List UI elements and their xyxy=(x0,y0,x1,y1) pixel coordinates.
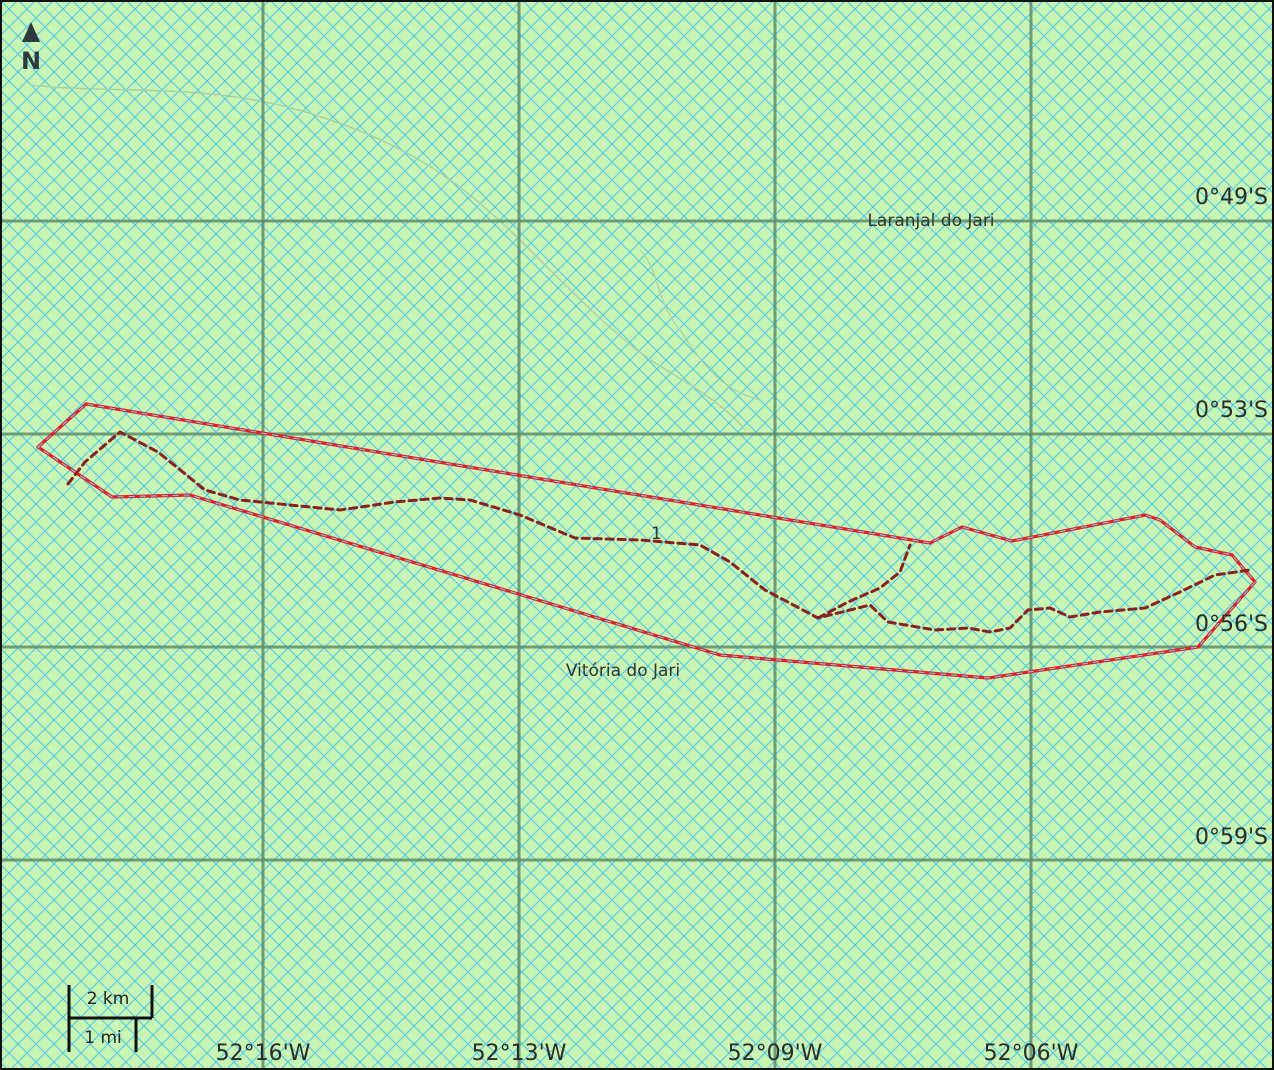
scale-bar: 2 km 1 mi xyxy=(67,985,154,1052)
road-trace xyxy=(639,249,761,401)
river-trace xyxy=(29,84,746,431)
scale-bar-imperial-label: 1 mi xyxy=(84,1028,122,1048)
boundary-inner-highlight xyxy=(37,403,1256,679)
latitude-label-1: 0°49'S xyxy=(1195,185,1268,210)
inner-path-label: 1 xyxy=(651,524,662,544)
longitude-label-1: 52°16'W xyxy=(216,1041,311,1066)
inner-boundary-path[interactable] xyxy=(66,430,1252,634)
longitude-label-2: 52°13'W xyxy=(472,1041,567,1066)
scale-bar-metric-label: 2 km xyxy=(87,989,130,1009)
longitude-label-4: 52°06'W xyxy=(984,1041,1079,1066)
north-label: N xyxy=(21,47,41,75)
latitude-label-4: 0°59'S xyxy=(1195,825,1268,850)
place-label-laranjal-do-jari[interactable]: Laranjal do Jari xyxy=(867,211,994,231)
longitude-label-3: 52°09'W xyxy=(728,1041,823,1066)
latitude-label-2: 0°53'S xyxy=(1195,398,1268,423)
north-arrow-icon: N xyxy=(21,22,41,75)
latitude-label-3: 0°56'S xyxy=(1195,612,1268,637)
place-label-vitoria-do-jari[interactable]: Vitória do Jari xyxy=(566,661,680,681)
